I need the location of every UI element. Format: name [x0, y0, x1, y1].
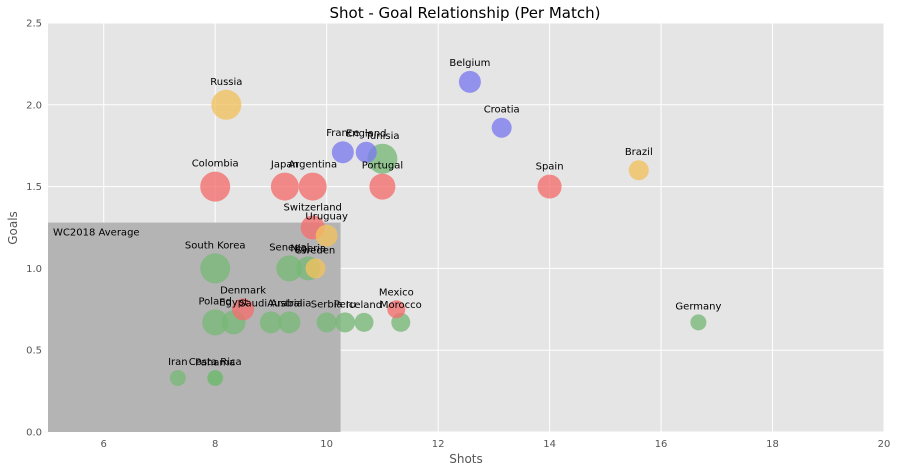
point-panama: [207, 370, 223, 386]
point-south-korea: [200, 253, 231, 284]
y-tick-label: 2.0: [26, 100, 42, 111]
label-iran: Iran: [168, 357, 188, 368]
label-egypt: Egypt: [219, 297, 248, 308]
y-tick-label: 1.5: [26, 182, 42, 193]
x-tick-label: 16: [655, 439, 668, 450]
label-poland: Poland: [199, 296, 232, 307]
point-argentina: [298, 172, 327, 201]
label-serbia: Serbia: [311, 299, 343, 310]
point-uruguay: [315, 224, 338, 247]
label-senegal: Senegal: [269, 242, 309, 253]
label-iceland: Iceland: [346, 300, 382, 311]
point-labels: Russia Belgium Croatia FranceEnglandTunisia…: [168, 58, 721, 369]
y-tick-label: 2.5: [26, 19, 42, 30]
point-senegal: [276, 255, 303, 282]
point-serbia: [316, 312, 337, 333]
point-croatia: [491, 117, 512, 138]
point-russia: [211, 89, 242, 120]
point-sweden: [305, 258, 326, 279]
y-tick-label: 0.0: [26, 428, 42, 439]
label-denmark: Denmark: [220, 285, 266, 296]
label-mexico: Mexico: [379, 287, 414, 298]
average-label: WC2018 Average: [53, 228, 140, 239]
x-tick-label: 20: [878, 439, 891, 450]
point-colombia: [200, 171, 231, 202]
label-panama: Panama: [195, 358, 235, 369]
label-tunisia: Tunisia: [364, 131, 399, 142]
point-peru: [335, 312, 356, 333]
label-costa-rica: Costa Rica: [189, 357, 242, 368]
label-switzerland: Switzerland: [284, 203, 342, 214]
data-points: [169, 70, 707, 387]
label-uruguay: Uruguay: [305, 212, 348, 223]
point-saudi-arabia: [259, 311, 282, 334]
chart-title: Shot - Goal Relationship (Per Match): [330, 4, 601, 22]
label-colombia: Colombia: [192, 159, 239, 170]
label-croatia: Croatia: [484, 105, 520, 116]
x-tick-label: 14: [543, 439, 556, 450]
label-nigeria: Nigeria: [290, 243, 326, 254]
point-spain: [537, 174, 562, 199]
label-england: England: [346, 129, 387, 140]
label-morocco: Morocco: [380, 300, 422, 311]
y-axis-ticks: 0.0 0.5 1.0 1.5 2.0 2.5: [26, 19, 42, 439]
label-argentina: Argentina: [288, 160, 337, 171]
y-axis-label: Goals: [6, 211, 20, 245]
point-germany: [690, 314, 707, 331]
x-tick-label: 12: [432, 439, 445, 450]
label-belgium: Belgium: [449, 58, 490, 69]
point-japan: [270, 172, 299, 201]
y-tick-label: 0.5: [26, 346, 42, 357]
x-tick-label: 8: [212, 439, 218, 450]
label-australia: Australia: [267, 298, 311, 309]
label-saudi-arabia: Saudi Arabia: [239, 298, 302, 309]
point-iran: [169, 370, 186, 387]
x-tick-label: 6: [101, 439, 107, 450]
x-axis-label: Shots: [449, 452, 483, 466]
point-brazil: [628, 160, 649, 181]
point-poland: [202, 309, 229, 336]
label-peru: Peru: [334, 299, 356, 310]
x-tick-label: 10: [320, 439, 333, 450]
point-portugal: [369, 173, 396, 200]
label-france: France: [326, 128, 359, 139]
label-japan: Japan: [270, 160, 299, 171]
point-england: [355, 141, 377, 163]
label-russia: Russia: [210, 77, 242, 88]
label-south-korea: South Korea: [185, 240, 246, 251]
x-axis-ticks: 6 8 10 12 14 16 18 20: [101, 439, 891, 450]
label-brazil: Brazil: [625, 147, 653, 158]
point-iceland: [354, 312, 374, 332]
point-mexico: [387, 300, 406, 319]
x-tick-label: 18: [766, 439, 779, 450]
point-belgium: [458, 70, 481, 93]
label-spain: Spain: [536, 162, 564, 173]
label-portugal: Portugal: [362, 161, 403, 172]
label-germany: Germany: [675, 301, 721, 312]
y-tick-label: 1.0: [26, 264, 42, 275]
point-france: [331, 141, 354, 164]
point-australia: [278, 311, 301, 334]
point-denmark: [232, 298, 255, 321]
label-sweden: Sweden: [296, 245, 336, 256]
